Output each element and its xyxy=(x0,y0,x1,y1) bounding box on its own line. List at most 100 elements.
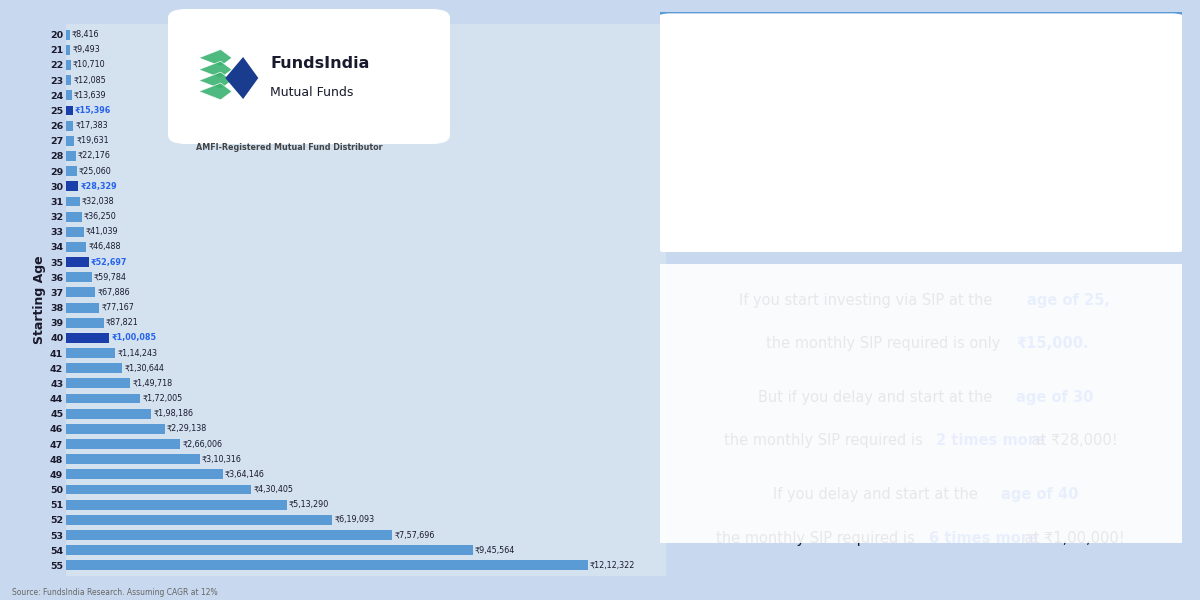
Bar xyxy=(66,151,76,161)
Bar xyxy=(66,106,73,115)
Text: ₹6,19,093: ₹6,19,093 xyxy=(335,515,374,524)
Text: ₹77,167: ₹77,167 xyxy=(101,303,134,312)
Text: ₹36,250: ₹36,250 xyxy=(84,212,116,221)
Text: ₹5,13,290: ₹5,13,290 xyxy=(289,500,329,509)
Text: ₹13,639: ₹13,639 xyxy=(74,91,107,100)
Text: ₹9,45,564: ₹9,45,564 xyxy=(475,546,515,555)
Bar xyxy=(66,60,71,70)
Text: But if you delay and start at the: But if you delay and start at the xyxy=(758,390,997,405)
Bar xyxy=(66,45,70,55)
Polygon shape xyxy=(199,72,232,89)
Bar xyxy=(66,121,73,131)
Text: ₹59,784: ₹59,784 xyxy=(94,273,127,282)
Text: ₹1,14,243: ₹1,14,243 xyxy=(118,349,157,358)
Text: ₹87,821: ₹87,821 xyxy=(106,318,139,327)
Text: at ₹28,000!: at ₹28,000! xyxy=(1027,433,1117,448)
Text: ₹3,64,146: ₹3,64,146 xyxy=(224,470,265,479)
Bar xyxy=(66,379,131,388)
Text: ₹2,66,006: ₹2,66,006 xyxy=(182,440,222,449)
Text: ₹8,416: ₹8,416 xyxy=(72,30,100,39)
Bar xyxy=(66,439,180,449)
Bar xyxy=(66,560,588,571)
Bar xyxy=(66,409,151,419)
Y-axis label: Starting Age: Starting Age xyxy=(32,256,46,344)
Bar xyxy=(66,75,71,85)
Bar xyxy=(66,196,79,206)
Text: ₹41,039: ₹41,039 xyxy=(85,227,119,236)
FancyBboxPatch shape xyxy=(649,259,1193,548)
Text: ₹28,329: ₹28,329 xyxy=(80,182,116,191)
Text: ₹15,000.: ₹15,000. xyxy=(1015,336,1088,351)
Bar xyxy=(66,394,140,403)
Bar xyxy=(66,91,72,100)
Text: If you start investing via SIP at the: If you start investing via SIP at the xyxy=(739,293,997,308)
Bar xyxy=(66,287,95,298)
Text: ₹17,383: ₹17,383 xyxy=(76,121,108,130)
Text: Mutual Funds: Mutual Funds xyxy=(270,86,353,100)
Text: AMFI-Registered Mutual Fund Distributor: AMFI-Registered Mutual Fund Distributor xyxy=(196,142,383,151)
Text: Start your SIP early: Start your SIP early xyxy=(782,41,1060,65)
Text: ₹32,038: ₹32,038 xyxy=(82,197,114,206)
Bar xyxy=(66,530,392,540)
Text: ₹1,72,005: ₹1,72,005 xyxy=(142,394,182,403)
Bar xyxy=(66,212,82,221)
Text: ₹25,060: ₹25,060 xyxy=(79,167,112,176)
Bar xyxy=(66,302,100,313)
Bar xyxy=(66,364,122,373)
Text: ₹3,10,316: ₹3,10,316 xyxy=(202,455,241,464)
Bar xyxy=(66,242,86,252)
Bar xyxy=(66,227,84,236)
Bar xyxy=(66,166,77,176)
Text: 2 times more: 2 times more xyxy=(936,433,1045,448)
Bar xyxy=(66,424,164,434)
Bar xyxy=(66,181,78,191)
Text: ₹12,12,322: ₹12,12,322 xyxy=(590,561,635,570)
Text: age of 30: age of 30 xyxy=(1015,390,1093,405)
FancyBboxPatch shape xyxy=(655,12,1187,254)
Bar xyxy=(66,500,287,509)
Bar xyxy=(66,257,89,267)
Bar xyxy=(66,545,473,555)
Bar xyxy=(66,348,115,358)
Text: ₹46,488: ₹46,488 xyxy=(88,242,120,251)
Text: Monthly SIP Amount Required to Reach ₹10 crore: Monthly SIP Amount Required to Reach ₹10… xyxy=(708,119,1134,134)
Bar xyxy=(66,333,109,343)
Text: age of 40: age of 40 xyxy=(1001,487,1078,502)
Text: ₹10,710: ₹10,710 xyxy=(73,61,106,70)
Bar xyxy=(66,272,91,282)
Polygon shape xyxy=(226,57,258,99)
Polygon shape xyxy=(199,49,232,66)
Text: the monthly SIP required is only: the monthly SIP required is only xyxy=(766,336,1004,351)
Text: ₹1,00,085: ₹1,00,085 xyxy=(112,334,156,343)
Bar xyxy=(66,136,74,146)
Text: age of 25,: age of 25, xyxy=(1027,293,1110,308)
Text: ₹19,631: ₹19,631 xyxy=(77,136,109,145)
Text: ₹2,29,138: ₹2,29,138 xyxy=(167,424,206,433)
Text: at ₹1,00,000!: at ₹1,00,000! xyxy=(1020,530,1124,545)
Text: the monthly SIP required is: the monthly SIP required is xyxy=(716,530,919,545)
Text: ₹4,30,405: ₹4,30,405 xyxy=(253,485,293,494)
Polygon shape xyxy=(199,61,232,78)
Text: ₹52,697: ₹52,697 xyxy=(91,257,127,266)
Text: ₹1,49,718: ₹1,49,718 xyxy=(132,379,173,388)
Text: ₹67,886: ₹67,886 xyxy=(97,288,130,297)
Text: Source: FundsIndia Research. Assuming CAGR at 12%: Source: FundsIndia Research. Assuming CA… xyxy=(12,588,217,597)
Bar xyxy=(66,318,103,328)
Text: ₹1,30,644: ₹1,30,644 xyxy=(125,364,164,373)
Text: the monthly SIP required is: the monthly SIP required is xyxy=(724,433,928,448)
Bar xyxy=(66,454,199,464)
Bar xyxy=(66,485,251,494)
Text: at 60 years (@12% returns per annum): at 60 years (@12% returns per annum) xyxy=(754,182,1088,197)
Bar xyxy=(66,515,332,525)
Polygon shape xyxy=(199,83,232,100)
Text: ₹12,085: ₹12,085 xyxy=(73,76,106,85)
Bar xyxy=(66,29,70,40)
Text: ₹22,176: ₹22,176 xyxy=(78,151,110,160)
Text: If you delay and start at the: If you delay and start at the xyxy=(773,487,983,502)
Text: FundsIndia: FundsIndia xyxy=(270,55,370,70)
Text: ₹7,57,696: ₹7,57,696 xyxy=(394,530,434,539)
Bar xyxy=(66,469,223,479)
Text: ₹15,396: ₹15,396 xyxy=(74,106,110,115)
Text: ₹9,493: ₹9,493 xyxy=(72,45,100,54)
Text: 6 times more: 6 times more xyxy=(929,530,1038,545)
